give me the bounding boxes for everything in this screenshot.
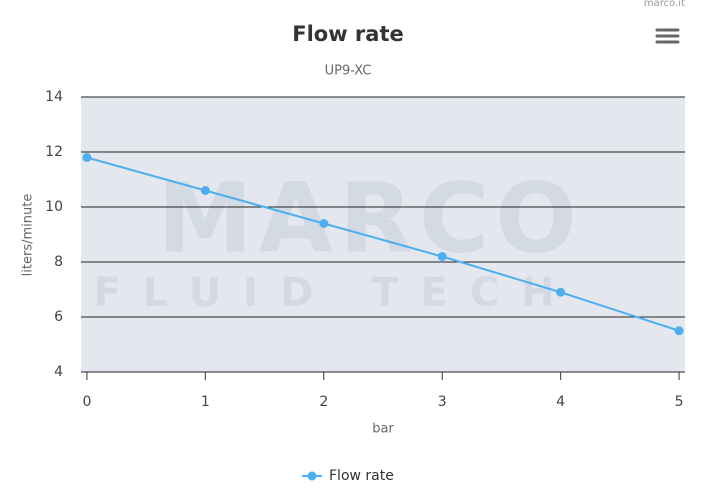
data-point: [674, 326, 684, 336]
y-tick-label: 14: [45, 89, 63, 105]
series-line: [86, 156, 680, 332]
legend-symbol: [307, 471, 317, 481]
x-tick-label: 5: [675, 394, 684, 410]
x-tick-label: 0: [82, 394, 91, 410]
data-point: [200, 186, 210, 195]
watermark: MARCO FLUID TECH: [93, 162, 583, 316]
credits: marco.it: [644, 0, 685, 9]
y-axis-label: liters/minute: [21, 194, 36, 277]
data-point: [319, 219, 329, 228]
menu-button[interactable]: [655, 25, 681, 47]
data-point: [82, 153, 92, 162]
data-point: [556, 287, 566, 297]
chart-subtitle: UP9-XC: [325, 64, 372, 79]
y-tick-label: 10: [45, 199, 63, 215]
y-tick-label: 6: [54, 309, 63, 325]
menu-icon[interactable]: [655, 28, 680, 44]
watermark-text: FLUID TECH: [93, 270, 576, 316]
x-tick-label: 2: [319, 394, 328, 410]
watermark-text: MARCO: [157, 162, 583, 274]
x-axis-label: bar: [372, 422, 394, 437]
chart-title: Flow rate: [292, 22, 404, 46]
legend-label: Flow rate: [329, 468, 394, 484]
y-tick-label: 8: [54, 254, 63, 270]
data-point: [437, 252, 447, 261]
y-tick-label: 12: [45, 144, 63, 160]
x-tick-label: 4: [556, 394, 565, 410]
plot-background: [81, 97, 685, 372]
x-tick-label: 3: [438, 394, 447, 410]
y-tick-label: 4: [54, 364, 63, 380]
x-tick-label: 1: [201, 394, 210, 410]
